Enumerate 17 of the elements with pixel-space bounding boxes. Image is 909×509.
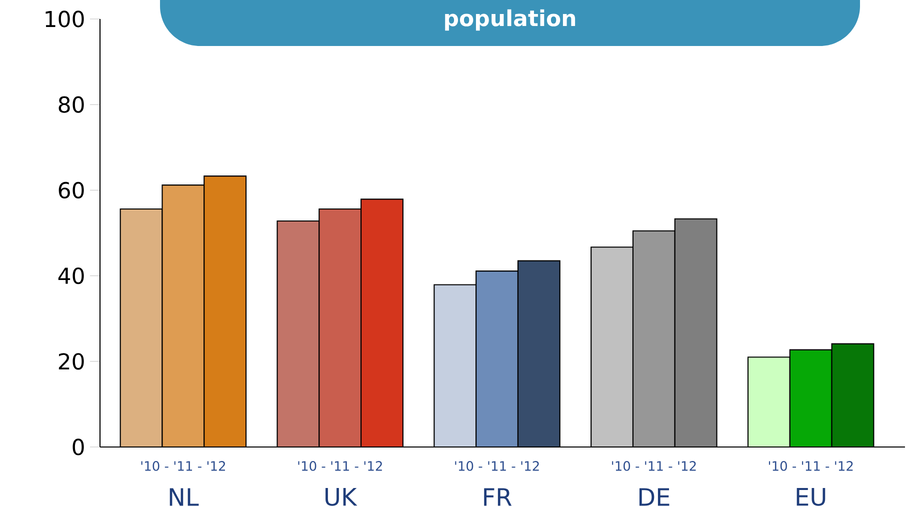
- text: '10 - '11 - '12: [612, 461, 696, 471]
- y-tick-label: 80: [58, 96, 84, 113]
- chart-title: population: [445, 9, 576, 31]
- y-tick-label: 40: [58, 267, 84, 284]
- x-tick-label: NL: [170, 488, 199, 506]
- y-tick-label: 20: [58, 353, 84, 370]
- text: '10 - '11 - '12: [141, 461, 225, 471]
- text: '10 - '11 - '12: [298, 461, 382, 471]
- x-tick-label: FR: [484, 488, 512, 506]
- text: '10 - '11 - '12: [455, 461, 539, 471]
- y-tick-label: 0: [72, 438, 84, 456]
- text: '10 - '11 - '12: [768, 461, 853, 471]
- y-tick-label: 60: [58, 182, 84, 199]
- x-tick-label: UK: [326, 488, 358, 506]
- x-tick-label: DE: [639, 488, 670, 506]
- y-tick-label: 100: [46, 10, 84, 28]
- x-tick-label: EU: [796, 488, 826, 506]
